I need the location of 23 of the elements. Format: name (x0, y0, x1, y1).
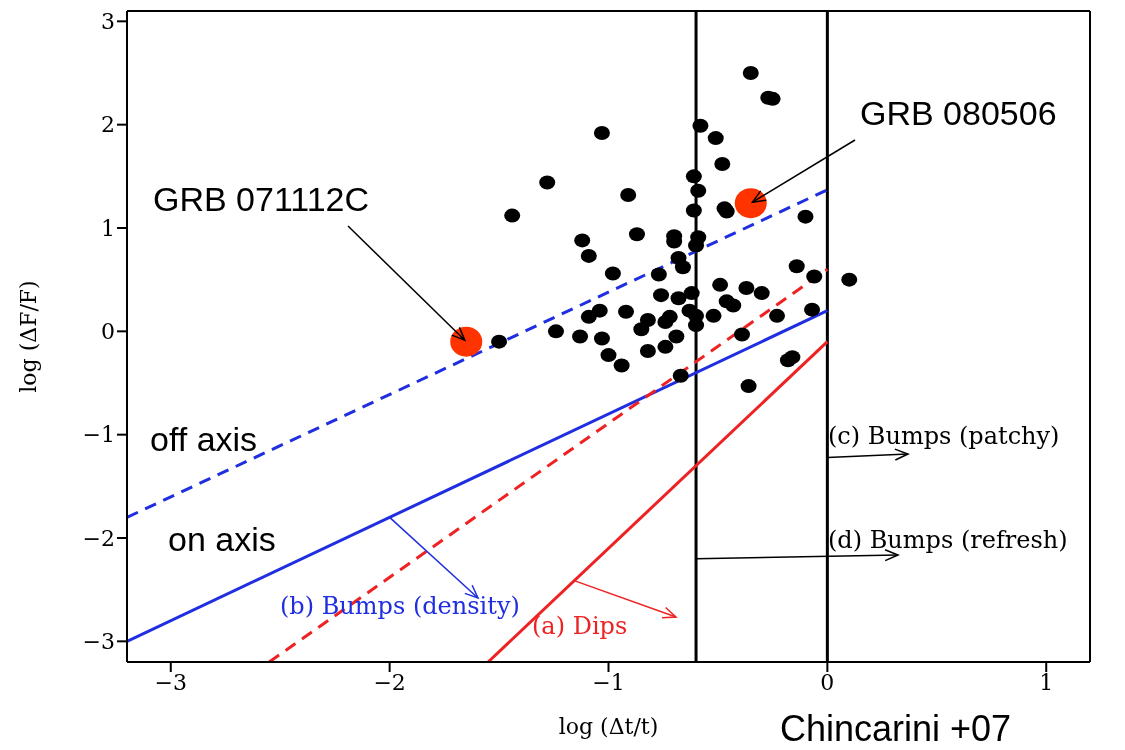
x-tick-label: 0 (820, 669, 835, 695)
x-tick-label: −2 (373, 669, 406, 695)
series-label: on axis (168, 520, 276, 559)
x-axis-title: log (Δt/t) (558, 714, 659, 739)
y-tick-label: −1 (82, 422, 115, 448)
annotation: (c) Bumps (patchy) (828, 422, 1060, 450)
y-tick-label: 3 (101, 9, 115, 35)
x-tick-label: −3 (154, 669, 187, 695)
y-tick-label: 0 (101, 319, 115, 345)
annotation: GRB 080506 (860, 94, 1057, 133)
series-label: off axis (150, 420, 258, 459)
y-tick-label: −2 (82, 525, 115, 551)
annotation: (d) Bumps (refresh) (828, 526, 1068, 554)
annotation: (b) Bumps (density) (280, 592, 520, 620)
annotation: (a) Dips (532, 612, 628, 640)
y-axis-title: log (ΔF/F) (15, 280, 41, 393)
annotation: GRB 071112C (153, 180, 370, 219)
x-tick-label: −1 (592, 669, 625, 695)
y-tick-label: −3 (82, 629, 115, 655)
y-tick-label: 2 (101, 112, 115, 138)
y-tick-label: 1 (101, 215, 115, 241)
x-tick-label: 1 (1039, 669, 1054, 695)
text: Chincarini +07 (780, 708, 1012, 750)
